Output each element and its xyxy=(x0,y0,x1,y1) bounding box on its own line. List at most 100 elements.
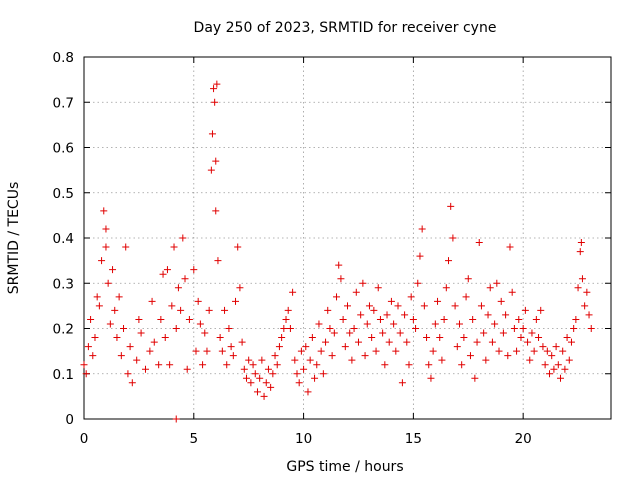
data-point xyxy=(416,252,424,260)
data-point xyxy=(466,352,474,360)
data-point xyxy=(104,279,112,287)
data-point xyxy=(264,365,272,373)
y-tick-label: 0.1 xyxy=(53,367,74,383)
data-point xyxy=(535,334,543,342)
data-point xyxy=(348,356,356,364)
data-point xyxy=(100,207,108,215)
y-tick-label: 0.8 xyxy=(53,50,74,66)
data-point xyxy=(405,361,413,369)
data-point xyxy=(376,315,384,323)
data-point xyxy=(385,338,393,346)
data-point xyxy=(477,302,485,310)
data-point xyxy=(135,315,143,323)
plot-frame xyxy=(83,56,612,420)
data-point xyxy=(141,365,149,373)
data-point xyxy=(418,225,426,233)
data-point xyxy=(179,234,187,242)
data-point xyxy=(211,98,219,106)
data-point xyxy=(473,338,481,346)
data-point xyxy=(341,343,349,351)
data-point xyxy=(284,306,292,314)
data-point xyxy=(317,347,325,355)
axis-ticks: 0 0.1 0.2 0.3 0.4 0.5 0.6 0.7 0.8 0 5 10 15 20 xyxy=(53,50,611,447)
data-point xyxy=(273,361,281,369)
data-point xyxy=(295,379,303,387)
data-point xyxy=(515,315,523,323)
data-point xyxy=(407,293,415,301)
data-point xyxy=(84,343,92,351)
data-point xyxy=(212,207,220,215)
data-point xyxy=(122,243,130,251)
data-point xyxy=(420,302,428,310)
data-point xyxy=(126,343,134,351)
y-tick-label: 0.2 xyxy=(53,322,74,338)
data-point xyxy=(357,311,365,319)
data-point xyxy=(210,85,218,93)
data-point xyxy=(102,243,110,251)
data-point xyxy=(229,352,237,360)
data-point xyxy=(539,343,547,351)
data-point xyxy=(150,338,158,346)
data-point xyxy=(289,288,297,296)
data-point xyxy=(115,293,123,301)
data-point xyxy=(120,325,128,332)
data-point xyxy=(447,202,455,210)
data-point xyxy=(185,315,193,323)
x-tick-label: 0 xyxy=(80,431,89,447)
data-point xyxy=(565,356,573,364)
data-point xyxy=(170,243,178,251)
data-point xyxy=(578,275,586,283)
data-point xyxy=(425,361,433,369)
data-point xyxy=(218,347,226,355)
data-point xyxy=(365,302,373,310)
data-point xyxy=(532,315,540,323)
data-point xyxy=(392,347,400,355)
data-point xyxy=(155,361,163,369)
data-point xyxy=(379,329,387,337)
data-point xyxy=(383,311,391,319)
data-point xyxy=(196,320,204,328)
data-point xyxy=(297,347,305,355)
data-point xyxy=(480,329,488,337)
data-point xyxy=(458,361,466,369)
data-point xyxy=(576,248,584,256)
data-point xyxy=(491,320,499,328)
data-point xyxy=(414,279,422,287)
data-point xyxy=(583,288,591,296)
y-tick-label: 0.7 xyxy=(53,95,74,111)
data-point xyxy=(548,352,556,360)
data-point xyxy=(214,257,222,265)
data-point xyxy=(344,302,351,310)
data-point xyxy=(322,338,330,346)
data-point xyxy=(398,379,406,387)
data-point xyxy=(111,306,119,314)
y-tick-label: 0.6 xyxy=(53,141,74,157)
data-point xyxy=(559,347,567,355)
data-point xyxy=(519,325,527,332)
data-point xyxy=(427,374,435,382)
data-point xyxy=(328,352,336,360)
data-point xyxy=(587,325,595,332)
data-point xyxy=(497,297,505,305)
data-point xyxy=(102,225,110,233)
data-point xyxy=(89,352,97,360)
y-tick-label: 0.5 xyxy=(53,186,74,202)
y-tick-label: 0.4 xyxy=(53,231,74,247)
data-point xyxy=(157,315,165,323)
data-point xyxy=(109,266,117,274)
data-point xyxy=(574,284,582,292)
data-point xyxy=(372,347,380,355)
data-point xyxy=(495,347,503,355)
data-point xyxy=(499,329,507,337)
y-tick-label: 0.3 xyxy=(53,276,74,292)
data-point xyxy=(429,347,437,355)
data-point xyxy=(409,315,417,323)
data-point xyxy=(339,315,347,323)
data-point xyxy=(359,279,367,287)
data-point xyxy=(521,306,529,314)
data-point xyxy=(282,315,290,323)
data-points xyxy=(80,80,595,423)
data-point xyxy=(213,80,221,88)
data-point xyxy=(172,325,180,332)
data-point xyxy=(190,266,198,274)
